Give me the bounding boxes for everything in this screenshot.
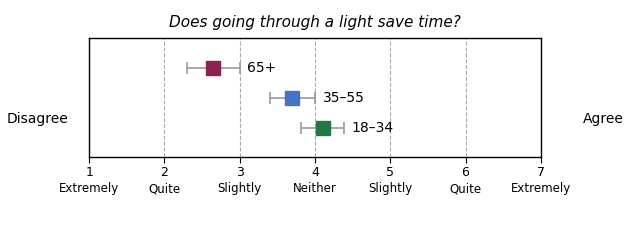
Text: 65+: 65+ [247,61,277,75]
Title: Does going through a light save time?: Does going through a light save time? [169,15,461,30]
Text: 35–55: 35–55 [323,91,364,105]
Text: Agree: Agree [583,113,624,126]
Text: 18–34: 18–34 [351,120,393,135]
Text: Disagree: Disagree [6,113,68,126]
